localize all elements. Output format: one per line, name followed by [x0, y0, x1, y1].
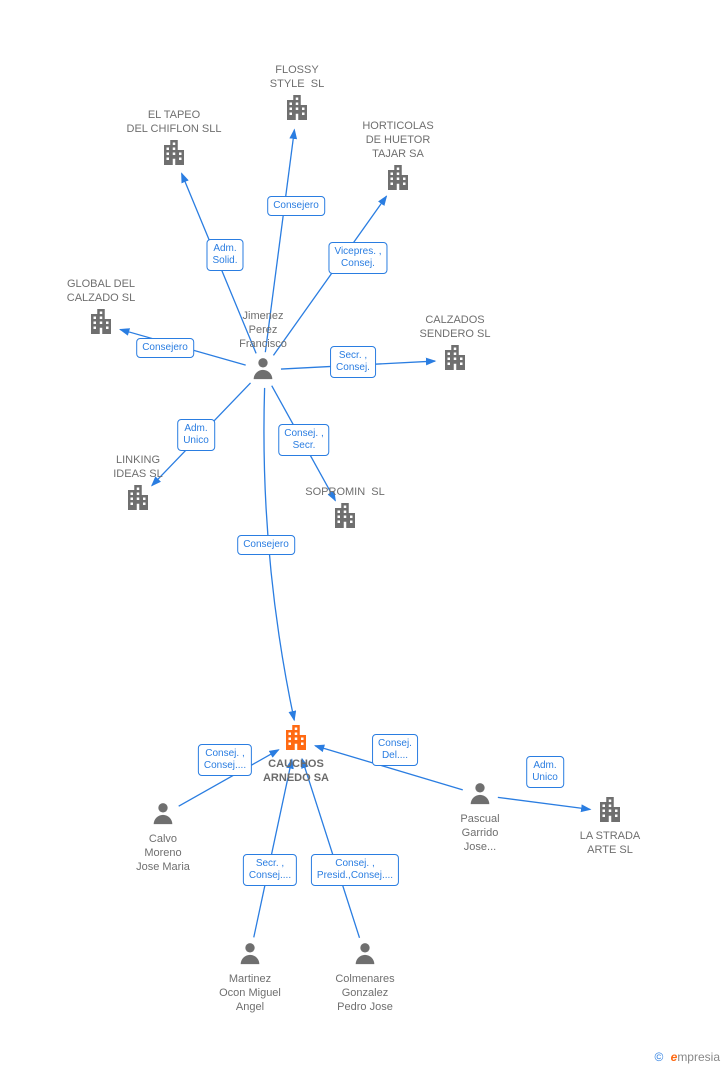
building-icon[interactable] [86, 307, 116, 342]
building-icon[interactable] [123, 483, 153, 518]
node-label: Calvo Moreno Jose Maria [136, 833, 190, 874]
edge-label: Consejero [136, 338, 194, 358]
person-icon[interactable] [236, 939, 264, 972]
building-icon[interactable] [282, 93, 312, 128]
node-label: HORTICOLAS DE HUETOR TAJAR SA [362, 120, 433, 161]
node-label: SOPROMIN SL [305, 486, 384, 500]
node-label: CAUCHOS ARNEDO SA [263, 758, 329, 786]
edge-label: Consejero [267, 196, 325, 216]
edge-label: Adm. Solid. [206, 239, 243, 271]
person-icon[interactable] [466, 779, 494, 812]
edge [498, 797, 590, 809]
edge [302, 759, 359, 938]
person-icon[interactable] [351, 939, 379, 972]
edge-label: Secr. , Consej.... [243, 854, 297, 886]
edge [254, 760, 292, 938]
building-icon[interactable] [440, 343, 470, 378]
edge-label: Adm. Unico [526, 756, 564, 788]
node-label: LA STRADA ARTE SL [580, 830, 641, 858]
edge-label: Vicepres. , Consej. [328, 242, 387, 274]
edge-label: Consej. , Secr. [278, 424, 329, 456]
node-label: Jimenez Perez Francisco [239, 310, 287, 351]
watermark: © empresia [654, 1050, 720, 1064]
node-label: FLOSSY STYLE SL [270, 64, 324, 92]
node-label: CALZADOS SENDERO SL [420, 314, 491, 342]
edge-label: Adm. Unico [177, 419, 215, 451]
edge-label: Consej. Del.... [372, 734, 418, 766]
building-icon[interactable] [383, 163, 413, 198]
edge-label: Consejero [237, 535, 295, 555]
edge-label: Secr. , Consej. [330, 346, 376, 378]
node-label: LINKING IDEAS SL [113, 454, 163, 482]
copyright-symbol: © [654, 1050, 663, 1064]
person-icon[interactable] [149, 799, 177, 832]
building-icon[interactable] [330, 501, 360, 536]
building-icon[interactable] [281, 723, 311, 758]
brand-rest: mpresia [677, 1050, 720, 1064]
building-icon[interactable] [595, 795, 625, 830]
node-label: Pascual Garrido Jose... [460, 813, 499, 854]
node-label: Martinez Ocon Miguel Angel [219, 973, 281, 1014]
building-icon[interactable] [159, 138, 189, 173]
edge-label: Consej. , Presid.,Consej.... [311, 854, 399, 886]
node-label: EL TAPEO DEL CHIFLON SLL [127, 109, 222, 137]
person-icon[interactable] [249, 354, 277, 387]
edge-label: Consej. , Consej.... [198, 744, 252, 776]
edge [273, 196, 386, 355]
node-label: Colmenares Gonzalez Pedro Jose [335, 973, 394, 1014]
node-label: GLOBAL DEL CALZADO SL [67, 278, 135, 306]
